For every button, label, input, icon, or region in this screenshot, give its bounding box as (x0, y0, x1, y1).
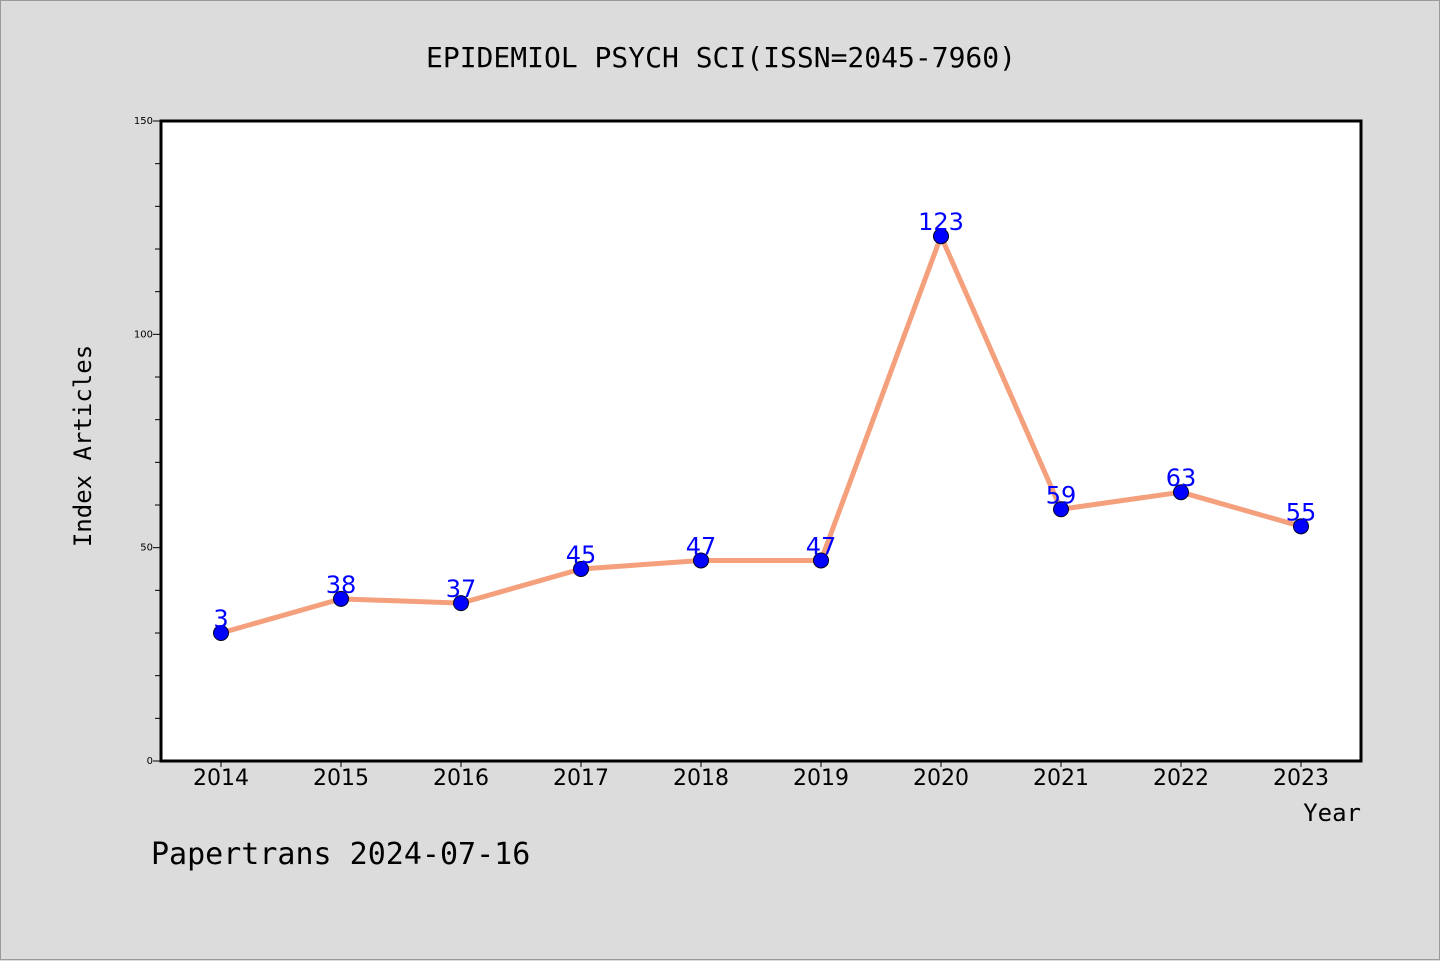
x-tick-label: 2015 (313, 766, 369, 791)
x-tick-label: 2023 (1273, 766, 1329, 791)
y-tick-label: 50 (140, 543, 153, 554)
data-label: 38 (326, 571, 357, 599)
series-line (218, 233, 1304, 636)
series-line-group (218, 233, 1304, 636)
y-tick-label: 0 (147, 756, 153, 767)
x-tick-label: 2017 (553, 766, 609, 791)
data-label: 3 (213, 605, 228, 633)
data-label: 47 (806, 532, 837, 560)
data-point (693, 552, 709, 569)
data-point (333, 590, 349, 607)
data-point (1173, 484, 1189, 501)
data-label: 55 (1286, 498, 1317, 526)
x-tick-label: 2018 (673, 766, 729, 791)
data-label: 63 (1166, 464, 1197, 492)
plot-area (159, 119, 1363, 763)
data-label: 47 (686, 532, 717, 560)
x-tick-label: 2022 (1153, 766, 1209, 791)
x-tick-label: 2014 (193, 766, 249, 791)
x-tick-label: 2019 (793, 766, 849, 791)
x-tick-label: 2020 (913, 766, 969, 791)
data-point (573, 561, 589, 577)
data-label: 123 (918, 208, 964, 236)
markers-group (213, 228, 1309, 641)
data-point (813, 552, 829, 569)
y-axis-label: Index Articles (69, 345, 97, 547)
footer-credit: Papertrans 2024-07-16 (151, 837, 530, 872)
y-tick-label: 150 (134, 116, 153, 127)
data-label: 37 (446, 575, 477, 603)
x-axis: 2014 2015 2016 2017 2018 2019 2020 2021 2022 2023 (193, 761, 1329, 791)
x-axis-label: Year (1303, 799, 1361, 827)
y-tick-label: 100 (134, 329, 153, 340)
x-tick-label: 2021 (1033, 766, 1089, 791)
data-labels-group: 3 38 37 45 47 47 123 59 63 55 (213, 208, 1316, 633)
data-point (1053, 501, 1069, 518)
chart-title: EPIDEMIOL PSYCH SCI(ISSN=2045-7960) (426, 41, 1016, 74)
data-label: 45 (566, 541, 597, 569)
x-tick-label: 2016 (433, 766, 489, 791)
data-point (453, 595, 469, 612)
y-axis: 0 50 100 150 (134, 116, 161, 767)
data-label: 59 (1046, 481, 1077, 509)
data-point (1293, 518, 1309, 535)
data-point (933, 228, 949, 245)
data-point (213, 625, 229, 641)
